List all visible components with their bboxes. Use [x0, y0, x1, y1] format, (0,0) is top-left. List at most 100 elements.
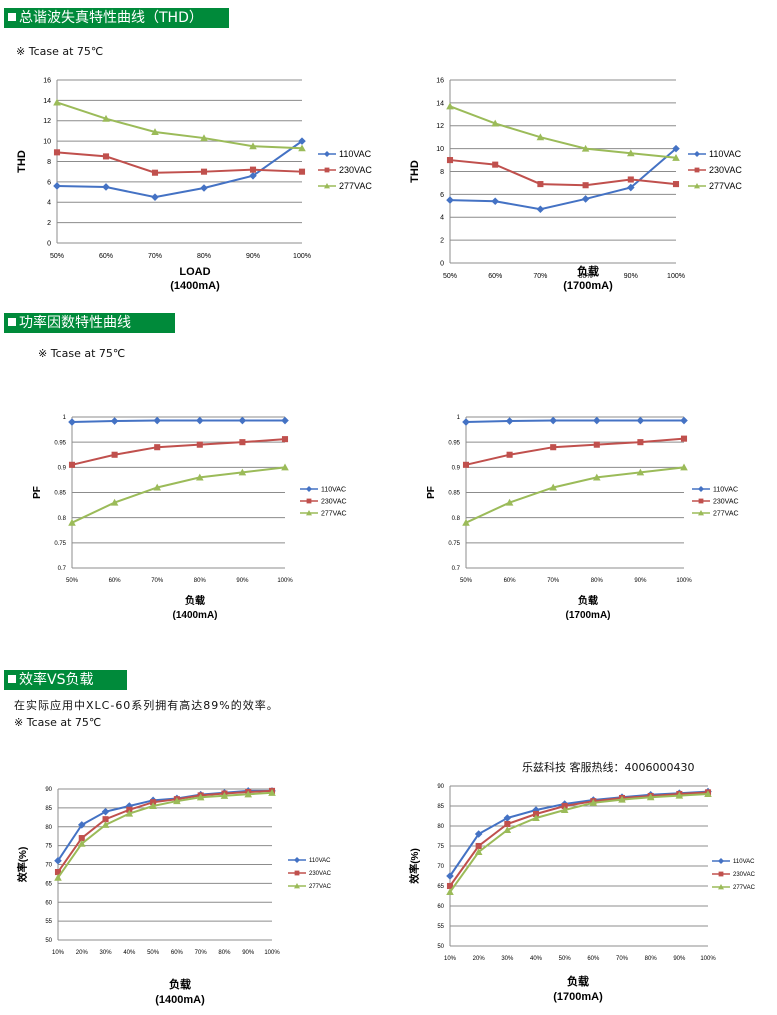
- data-point: [593, 473, 601, 481]
- x-tick-label: 80%: [645, 956, 658, 962]
- x-axis-sublabel: (1400mA): [172, 610, 217, 621]
- y-tick-label: 2: [440, 238, 444, 245]
- y-tick-label: 8: [440, 169, 444, 176]
- bullet-square-icon: [8, 675, 16, 683]
- legend-label: 230VAC: [709, 165, 742, 175]
- data-point: [492, 161, 499, 168]
- data-point: [446, 102, 454, 110]
- x-tick-label: 100%: [293, 253, 311, 260]
- data-point: [549, 483, 557, 491]
- y-axis-label: THD: [16, 150, 28, 173]
- y-tick-label: 0: [47, 240, 51, 247]
- series-line-277vac: [449, 793, 709, 893]
- y-tick-label: 1: [457, 415, 461, 421]
- section-header-thd: 总谐波失真特性曲线（THD）: [4, 8, 229, 28]
- data-point: [680, 463, 688, 471]
- y-tick-label: 0.7: [452, 566, 461, 572]
- y-tick-label: 75: [437, 844, 444, 850]
- x-axis-label: LOAD: [179, 266, 210, 278]
- x-tick-label: 70%: [616, 956, 629, 962]
- data-point: [582, 182, 589, 189]
- y-tick-label: 50: [45, 938, 52, 944]
- data-point: [239, 439, 246, 446]
- y-axis-label: PF: [32, 486, 43, 499]
- series-line-110vac: [465, 419, 684, 424]
- y-tick-label: 12: [436, 123, 444, 130]
- legend-label: 277VAC: [309, 884, 332, 890]
- data-point: [672, 181, 680, 188]
- data-point: [532, 810, 540, 818]
- y-tick-label: 70: [437, 864, 444, 870]
- tcase-note: ※ Tcase at 75℃: [14, 716, 102, 729]
- data-point: [462, 518, 470, 526]
- data-point: [200, 168, 208, 175]
- data-point: [244, 790, 253, 798]
- x-axis-sublabel: (1400mA): [170, 280, 220, 292]
- legend-marker: [694, 183, 700, 189]
- data-point: [627, 176, 634, 183]
- data-point: [581, 144, 590, 152]
- data-point: [560, 806, 569, 814]
- series-line-277vac: [57, 791, 273, 879]
- data-point: [672, 144, 680, 153]
- data-point: [503, 814, 512, 822]
- section-title: 效率VS负载: [19, 672, 94, 688]
- legend-label: 230VAC: [733, 872, 756, 878]
- data-point: [475, 842, 482, 850]
- x-tick-label: 80%: [197, 253, 211, 260]
- data-point: [196, 441, 203, 448]
- legend-marker: [694, 151, 700, 157]
- x-tick-label: 90%: [242, 950, 255, 956]
- legend-label: 277VAC: [733, 885, 756, 891]
- data-point: [54, 856, 62, 865]
- section-title: 功率因数特性曲线: [19, 315, 131, 331]
- y-tick-label: 4: [440, 215, 444, 222]
- data-point: [200, 184, 208, 192]
- data-point: [506, 451, 513, 458]
- series-line-277vac: [56, 101, 303, 150]
- data-point: [68, 518, 76, 526]
- x-tick-label: 60%: [488, 273, 502, 280]
- x-tick-label: 10%: [444, 956, 457, 962]
- data-point: [151, 128, 159, 135]
- data-point: [636, 416, 645, 425]
- data-point: [78, 835, 85, 842]
- data-point: [196, 473, 204, 481]
- y-tick-label: 65: [45, 881, 52, 887]
- x-tick-label: 100%: [700, 956, 716, 962]
- data-point: [549, 416, 557, 425]
- y-tick-label: 0.8: [58, 516, 67, 522]
- data-point: [111, 451, 118, 458]
- y-tick-label: 55: [45, 919, 52, 925]
- x-tick-label: 70%: [533, 273, 547, 280]
- data-point: [153, 416, 161, 425]
- data-point: [151, 193, 159, 201]
- x-axis-sublabel: (1700mA): [565, 610, 610, 621]
- data-point: [249, 142, 257, 150]
- data-point: [196, 793, 205, 801]
- data-point: [220, 791, 229, 799]
- y-axis-label: 效率(%): [408, 848, 421, 884]
- data-point: [593, 441, 600, 448]
- data-point: [561, 802, 568, 810]
- y-tick-label: 55: [437, 924, 444, 930]
- data-point: [54, 869, 62, 876]
- y-tick-label: 60: [45, 900, 52, 906]
- data-point: [125, 809, 134, 817]
- legend-label: 277VAC: [339, 181, 372, 191]
- y-tick-label: 0.95: [448, 440, 460, 446]
- data-point: [474, 830, 483, 838]
- legend-label: 110VAC: [321, 486, 346, 493]
- x-tick-label: 60%: [171, 950, 184, 956]
- y-tick-label: 8: [47, 159, 51, 166]
- y-tick-label: 0.9: [452, 465, 461, 471]
- x-tick-label: 100%: [676, 578, 692, 584]
- data-point: [462, 461, 470, 468]
- x-tick-label: 50%: [559, 956, 572, 962]
- legend-label: 230VAC: [339, 165, 372, 175]
- y-tick-label: 2: [47, 220, 51, 227]
- legend-label: 110VAC: [709, 149, 742, 159]
- data-point: [154, 444, 161, 451]
